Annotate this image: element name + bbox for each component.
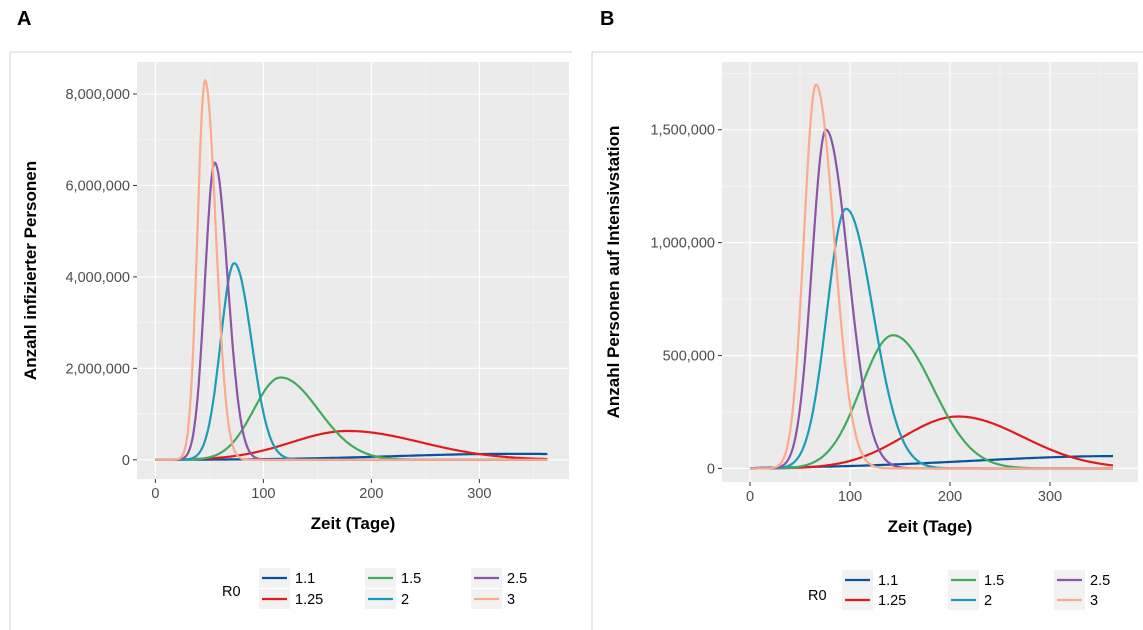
legend-label-r0-2-5: 2.5 [1090,573,1110,589]
legend-label-r0-1-25: 1.25 [878,593,906,609]
x-axis-title: Zeit (Tage) [311,514,396,533]
legend-label-r0-1-1: 1.1 [878,573,898,589]
y-axis-title: Anzahl Personen auf Intensivstation [604,126,623,419]
y-axis-title: Anzahl infizierter Personen [21,161,40,380]
y-tick-label: 500,000 [663,349,715,365]
legend-label-r0-3: 3 [1090,593,1098,609]
y-tick-label: 4,000,000 [65,270,130,286]
x-tick-label: 100 [838,489,862,505]
y-tick-label: 1,000,000 [650,236,715,252]
x-axis-title: Zeit (Tage) [888,517,973,536]
y-tick-label: 6,000,000 [65,178,130,194]
series-line-r0-1-25 [155,429,548,461]
legend-label-r0-2: 2 [401,592,409,608]
series-line-r0-1-25 [749,415,1114,470]
series-line-r0-3 [155,79,548,461]
legend-a: R0 1.1 1.25 1.5 2 2.5 3 [222,568,527,609]
y-tick-label: 0 [122,453,130,469]
x-tick-label: 300 [467,486,491,502]
legend-b: R0 1.1 1.25 1.5 2 2.5 3 [808,570,1110,610]
series-line-r0-3 [749,83,1114,470]
legend-label-r0-1-5: 1.5 [984,573,1004,589]
legend-title: R0 [808,588,827,604]
x-tick-label: 0 [151,486,159,502]
panel-a-letter: A [17,8,32,30]
y-tick-label: 2,000,000 [65,361,130,377]
x-tick-label: 0 [746,489,754,505]
plot-panel-a [137,62,569,479]
x-tick-label: 300 [1038,489,1062,505]
y-tick-label: 1,500,000 [650,123,715,139]
x-tick-label: 200 [359,486,383,502]
plot-panel-b [722,62,1138,482]
panel-b-letter: B [600,8,615,30]
y-tick-label: 8,000,000 [65,87,130,103]
x-tick-label: 200 [938,489,962,505]
chart-b: 0 100 200 300 0 500,000 1,000,000 1,500,000 Zeit… [604,62,1138,610]
legend-label-r0-1-5: 1.5 [401,571,421,587]
y-tick-label: 0 [707,461,715,477]
legend-title: R0 [222,584,241,600]
legend-label-r0-3: 3 [507,592,515,608]
chart-a: 0 100 200 300 0 2,000,000 4,000,000 6,000,000 8,… [21,62,569,609]
legend-label-r0-2-5: 2.5 [507,571,527,587]
legend-label-r0-2: 2 [984,593,992,609]
legend-label-r0-1-25: 1.25 [295,592,323,608]
legend-label-r0-1-1: 1.1 [295,571,315,587]
x-tick-label: 100 [251,486,275,502]
